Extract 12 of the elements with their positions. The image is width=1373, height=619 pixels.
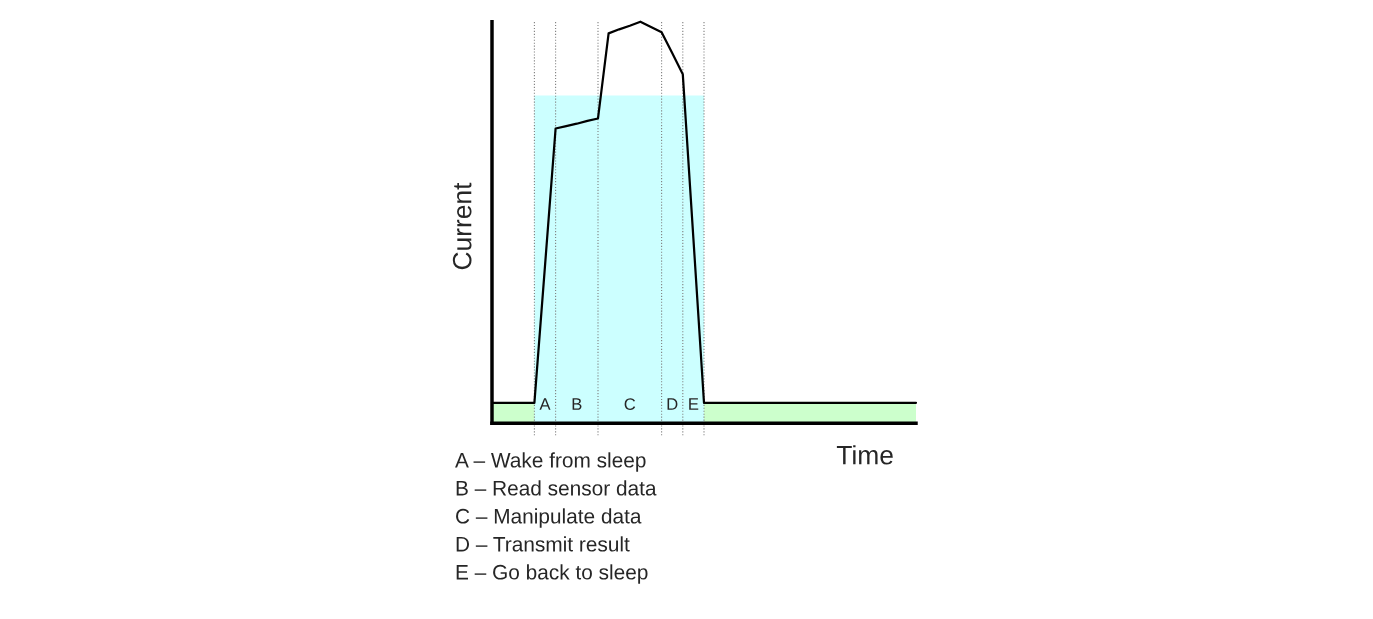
text: A – Wake from sleep [455, 452, 646, 472]
annotation: C [624, 398, 636, 410]
text: C – Manipulate data [456, 508, 642, 528]
annotation: E [689, 398, 699, 410]
annotation: A [539, 398, 551, 410]
text: D – Transmit result [456, 536, 630, 552]
y-axis-title: Current [452, 182, 472, 270]
x-axis-title: Time [836, 445, 893, 465]
annotation: B [572, 398, 582, 410]
annotation: D [667, 398, 678, 410]
text: E – Go back to sleep [456, 564, 648, 584]
text: B – Read sensor data [456, 480, 657, 496]
